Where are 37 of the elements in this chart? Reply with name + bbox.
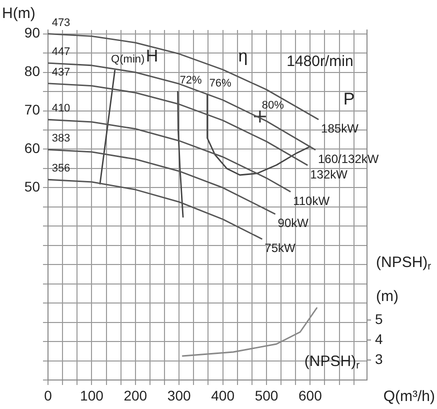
y2-tick-label: 3: [375, 350, 383, 367]
y-axis-title: H(m): [2, 5, 36, 22]
x-axis-title: Q(m³/h): [383, 388, 436, 406]
series-label: 437: [52, 66, 70, 78]
y2-tick-label: 4: [375, 330, 383, 347]
x-tick-label: 500: [254, 387, 278, 404]
series-label: 356: [52, 162, 70, 175]
x-tick-label: 300: [167, 387, 191, 404]
annotation: H: [146, 46, 158, 66]
annotation: 110kW: [293, 194, 330, 208]
annotation: 1480r/min: [286, 53, 354, 70]
annotation: 185kW: [321, 122, 360, 136]
annotation: η: [238, 46, 248, 66]
annotation: 90kW: [278, 216, 310, 230]
y-tick-label: 80: [24, 63, 40, 80]
annotation: 75kW: [264, 241, 296, 256]
annotation: 132kW: [310, 167, 348, 182]
series-label: 383: [52, 132, 70, 145]
series-label: 80%: [262, 100, 284, 112]
y-tick-label: 50: [24, 178, 40, 195]
y-tick-label: 70: [24, 102, 40, 118]
series-label: 72%: [180, 74, 202, 87]
x-tick-label: 100: [80, 387, 104, 404]
series-label: 473: [52, 16, 70, 29]
x-tick-label: 200: [124, 387, 148, 404]
annotation: P: [343, 90, 355, 109]
x-tick-label: 600: [298, 387, 322, 404]
series-label: 76%: [209, 78, 232, 90]
y-tick-label: 90: [24, 24, 40, 41]
annotation: 160/132kW: [318, 152, 380, 166]
series-label: 447: [52, 46, 70, 58]
x-tick-label: 0: [44, 387, 52, 404]
x-tick-label: 400: [211, 387, 235, 404]
y-tick-label: 60: [24, 140, 40, 156]
series-label: Q(min): [111, 53, 145, 66]
y2-tick-label: 5: [375, 310, 383, 327]
series-label: 410: [52, 102, 70, 115]
